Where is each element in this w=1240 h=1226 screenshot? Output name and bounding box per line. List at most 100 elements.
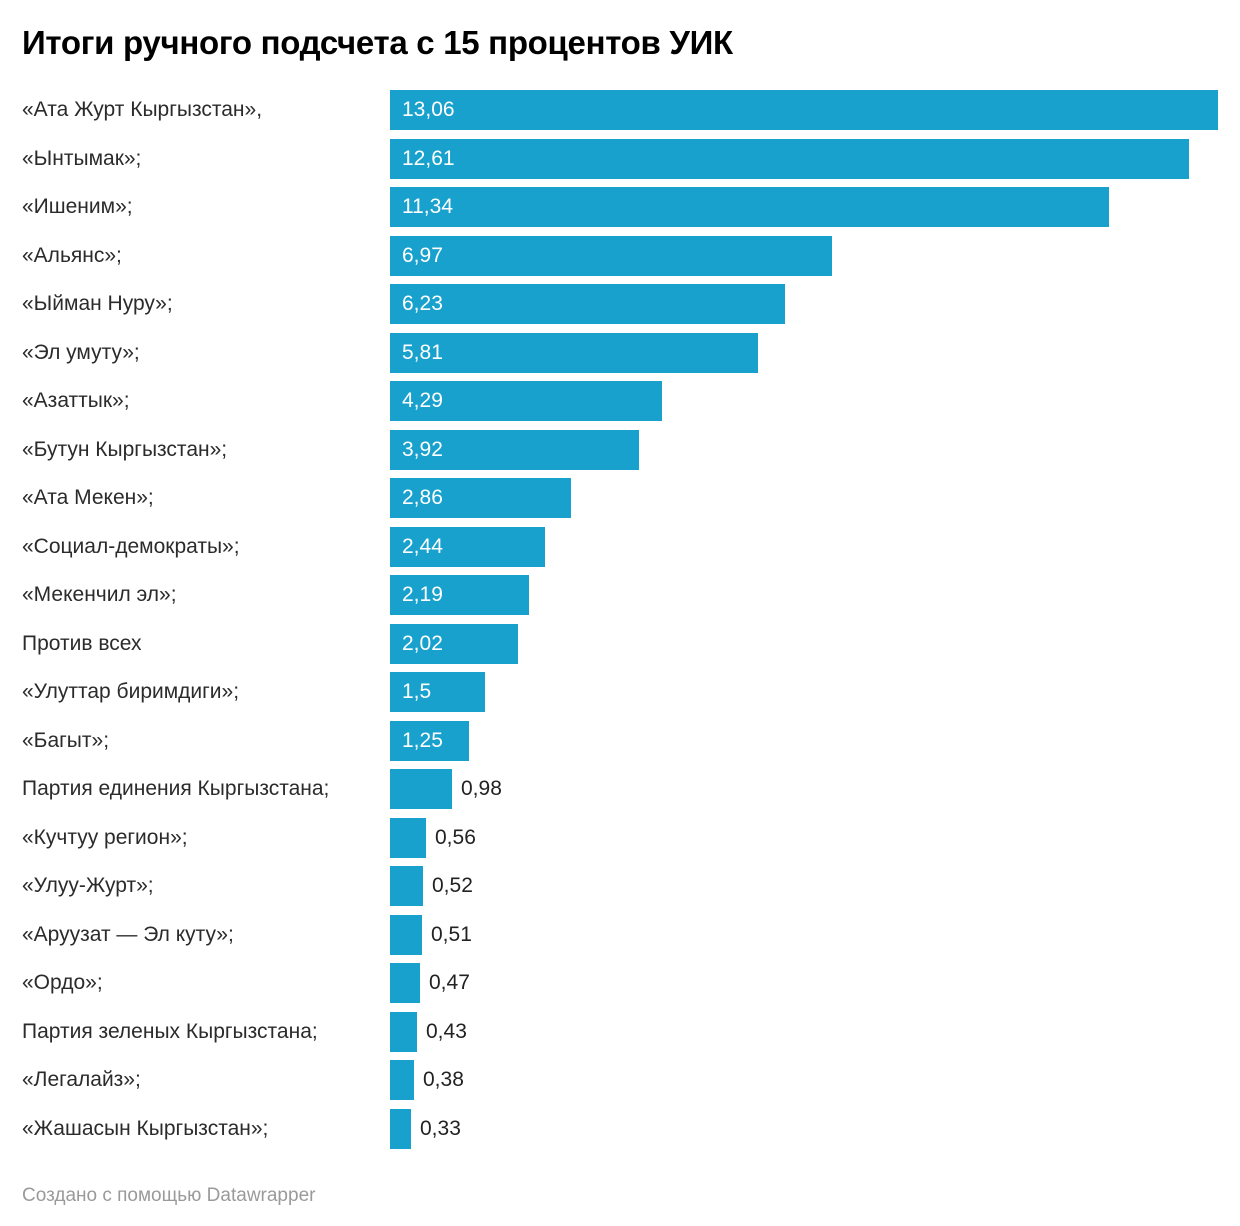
- value-label: 6,97: [402, 243, 443, 267]
- value-label: 5,81: [402, 340, 443, 364]
- category-label: «Багыт»;: [22, 728, 110, 752]
- chart-row: «Альянс»; 6,97: [22, 235, 1218, 276]
- value-label: 0,47: [429, 971, 470, 994]
- bar: 1,25: [390, 720, 469, 761]
- category-label: Против всех: [22, 631, 142, 655]
- chart-row: Против всех 2,02: [22, 623, 1218, 664]
- bar-area: 4,29: [390, 381, 1218, 421]
- attribution-credit: Создано с помощью Datawrapper: [22, 1184, 316, 1206]
- value-label: 2,19: [402, 583, 443, 606]
- chart-row: «Аруузат — Эл куту»; 0,51: [22, 914, 1218, 955]
- bar: 5,81: [390, 332, 758, 373]
- chart-row: «Ата Мекен»; 2,86: [22, 478, 1218, 518]
- bar-area: 6,23: [390, 284, 1218, 324]
- bar-area: 2,19: [390, 575, 1218, 615]
- chart-row: «Социал-демократы»; 2,44: [22, 526, 1218, 567]
- bar-area: 0,52: [390, 866, 1218, 906]
- bar-area: 0,56: [390, 817, 1218, 858]
- bar-chart: «Ата Журт Кыргызстан», 13,06 «Ынтымак»; 12,…: [22, 90, 1218, 1149]
- bar-area: 0,98: [390, 769, 1218, 809]
- category-label: «Ата Журт Кыргызстан»,: [22, 98, 263, 122]
- value-label: 0,56: [435, 825, 476, 849]
- chart-row: «Багыт»; 1,25: [22, 720, 1218, 761]
- bar-area: 1,25: [390, 720, 1218, 761]
- bar-area: 6,97: [390, 235, 1218, 276]
- value-label: 6,23: [402, 292, 443, 315]
- bar-area: 0,33: [390, 1108, 1218, 1149]
- value-label: 2,44: [402, 534, 443, 558]
- value-label: 0,51: [431, 922, 472, 946]
- chart-row: «Ишеним»; 11,34: [22, 187, 1218, 227]
- category-label: «Аруузат — Эл куту»;: [22, 922, 234, 946]
- bar-area: 0,38: [390, 1060, 1218, 1100]
- category-label: «Улуу-Журт»;: [22, 874, 154, 898]
- chart-row: «Азаттык»; 4,29: [22, 381, 1218, 421]
- category-label: «Ишеним»;: [22, 195, 133, 219]
- bar-area: 3,92: [390, 429, 1218, 470]
- category-label: Партия зеленых Кыргызстана;: [22, 1019, 318, 1043]
- bar-area: 0,51: [390, 914, 1218, 955]
- bar: [390, 1060, 414, 1100]
- value-label: 0,43: [426, 1019, 467, 1043]
- bar: [390, 1108, 411, 1149]
- bar-area: 2,86: [390, 478, 1218, 518]
- value-label: 2,02: [402, 631, 443, 655]
- value-label: 13,06: [402, 98, 455, 121]
- chart-title: Итоги ручного подсчета с 15 процентов УИ…: [22, 24, 733, 61]
- bar: [390, 1011, 417, 1052]
- category-label: «Ордо»;: [22, 971, 103, 995]
- category-label: «Легалайз»;: [22, 1068, 141, 1092]
- category-label: «Альянс»;: [22, 243, 122, 267]
- value-label: 4,29: [402, 389, 443, 412]
- value-label: 0,33: [420, 1116, 461, 1140]
- value-label: 1,25: [402, 728, 443, 752]
- chart-row: «Улуттар биримдиги»; 1,5: [22, 672, 1218, 712]
- bar-area: 0,43: [390, 1011, 1218, 1052]
- category-label: «Азаттык»;: [22, 389, 130, 413]
- bar-area: 5,81: [390, 332, 1218, 373]
- value-label: 0,52: [432, 874, 473, 897]
- bar: 2,86: [390, 478, 571, 518]
- bar-area: 0,47: [390, 963, 1218, 1003]
- category-label: «Улуттар биримдиги»;: [22, 680, 240, 704]
- value-label: 0,38: [423, 1068, 464, 1091]
- chart-row: Партия зеленых Кыргызстана; 0,43: [22, 1011, 1218, 1052]
- bar: 11,34: [390, 187, 1109, 227]
- value-label: 11,34: [402, 195, 453, 218]
- value-label: 3,92: [402, 437, 443, 461]
- bar-area: 12,61: [390, 138, 1218, 179]
- bar: 2,19: [390, 575, 529, 615]
- chart-row: «Кучтуу регион»; 0,56: [22, 817, 1218, 858]
- bar-area: 2,44: [390, 526, 1218, 567]
- bar: 6,23: [390, 284, 785, 324]
- chart-row: «Мекенчил эл»; 2,19: [22, 575, 1218, 615]
- bar: [390, 914, 422, 955]
- bar: 2,44: [390, 526, 545, 567]
- bar: 6,97: [390, 235, 832, 276]
- chart-row: «Эл умуту»; 5,81: [22, 332, 1218, 373]
- category-label: «Ата Мекен»;: [22, 486, 154, 510]
- category-label: «Ыйман Нуру»;: [22, 292, 173, 316]
- chart-row: «Ынтымак»; 12,61: [22, 138, 1218, 179]
- chart-row: «Ата Журт Кыргызстан», 13,06: [22, 90, 1218, 130]
- chart-row: «Жашасын Кыргызстан»; 0,33: [22, 1108, 1218, 1149]
- category-label: Партия единения Кыргызстана;: [22, 777, 330, 801]
- category-label: «Бутун Кыргызстан»;: [22, 437, 228, 461]
- value-label: 0,98: [461, 777, 502, 800]
- bar: 1,5: [390, 672, 485, 712]
- value-label: 1,5: [402, 680, 432, 703]
- bar: [390, 866, 423, 906]
- bar: 12,61: [390, 138, 1189, 179]
- category-label: «Ынтымак»;: [22, 146, 142, 170]
- bar: [390, 963, 420, 1003]
- bar-area: 13,06: [390, 90, 1218, 130]
- chart-row: «Улуу-Журт»; 0,52: [22, 866, 1218, 906]
- bar: 13,06: [390, 90, 1218, 130]
- chart-row: «Бутун Кыргызстан»; 3,92: [22, 429, 1218, 470]
- chart-row: Партия единения Кыргызстана; 0,98: [22, 769, 1218, 809]
- bar: [390, 817, 426, 858]
- bar: [390, 769, 452, 809]
- bar: 3,92: [390, 429, 639, 470]
- category-label: «Эл умуту»;: [22, 340, 140, 364]
